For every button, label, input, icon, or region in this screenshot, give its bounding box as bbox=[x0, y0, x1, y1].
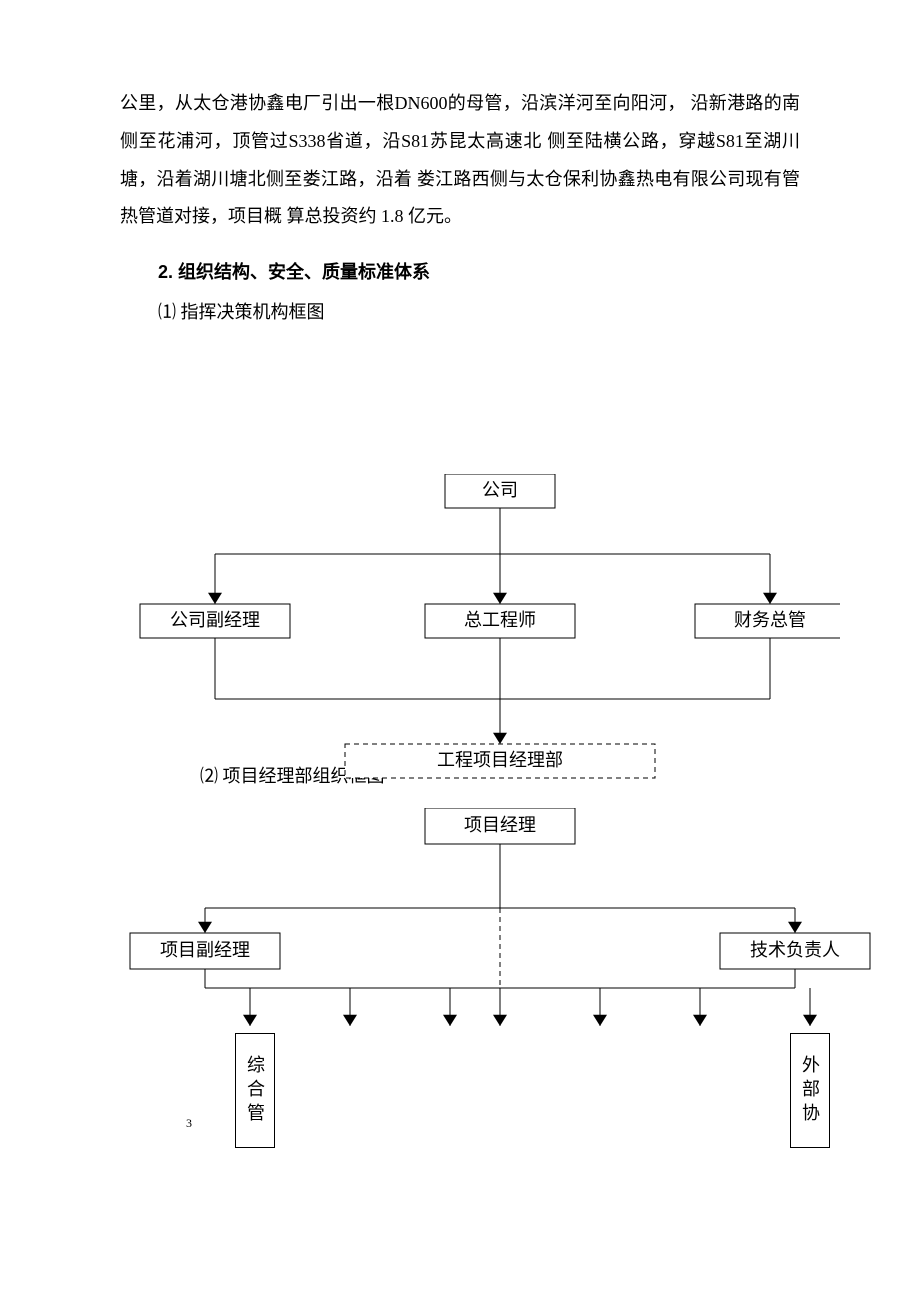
dept-box: 外部协 bbox=[790, 1033, 830, 1148]
section-heading: 2. 组织结构、安全、质量标准体系 bbox=[158, 258, 800, 284]
svg-text:工程项目经理部: 工程项目经理部 bbox=[437, 750, 563, 770]
svg-text:公司: 公司 bbox=[482, 480, 518, 500]
svg-text:财务总管: 财务总管 bbox=[734, 610, 806, 630]
subheading-1: ⑴ 指挥决策机构框图 bbox=[158, 298, 800, 324]
svg-text:项目副经理: 项目副经理 bbox=[160, 940, 250, 960]
svg-text:项目经理: 项目经理 bbox=[464, 815, 536, 835]
page-number: 3 bbox=[186, 1116, 192, 1131]
body-paragraph: 公里，从太仓港协鑫电厂引出一根DN600的母管，沿滨洋河至向阳河， 沿新港路的南… bbox=[120, 85, 800, 236]
svg-text:技术负责人: 技术负责人 bbox=[750, 940, 840, 960]
org-chart-1: 公司公司副经理总工程师财务总管工程项目经理部 bbox=[120, 474, 800, 784]
svg-text:公司副经理: 公司副经理 bbox=[170, 610, 260, 630]
dept-box: 综合管 bbox=[235, 1033, 275, 1148]
svg-text:总工程师: 总工程师 bbox=[464, 610, 536, 630]
org-chart-2: 项目经理项目副经理技术负责人 综合管外部协 bbox=[120, 808, 800, 1148]
